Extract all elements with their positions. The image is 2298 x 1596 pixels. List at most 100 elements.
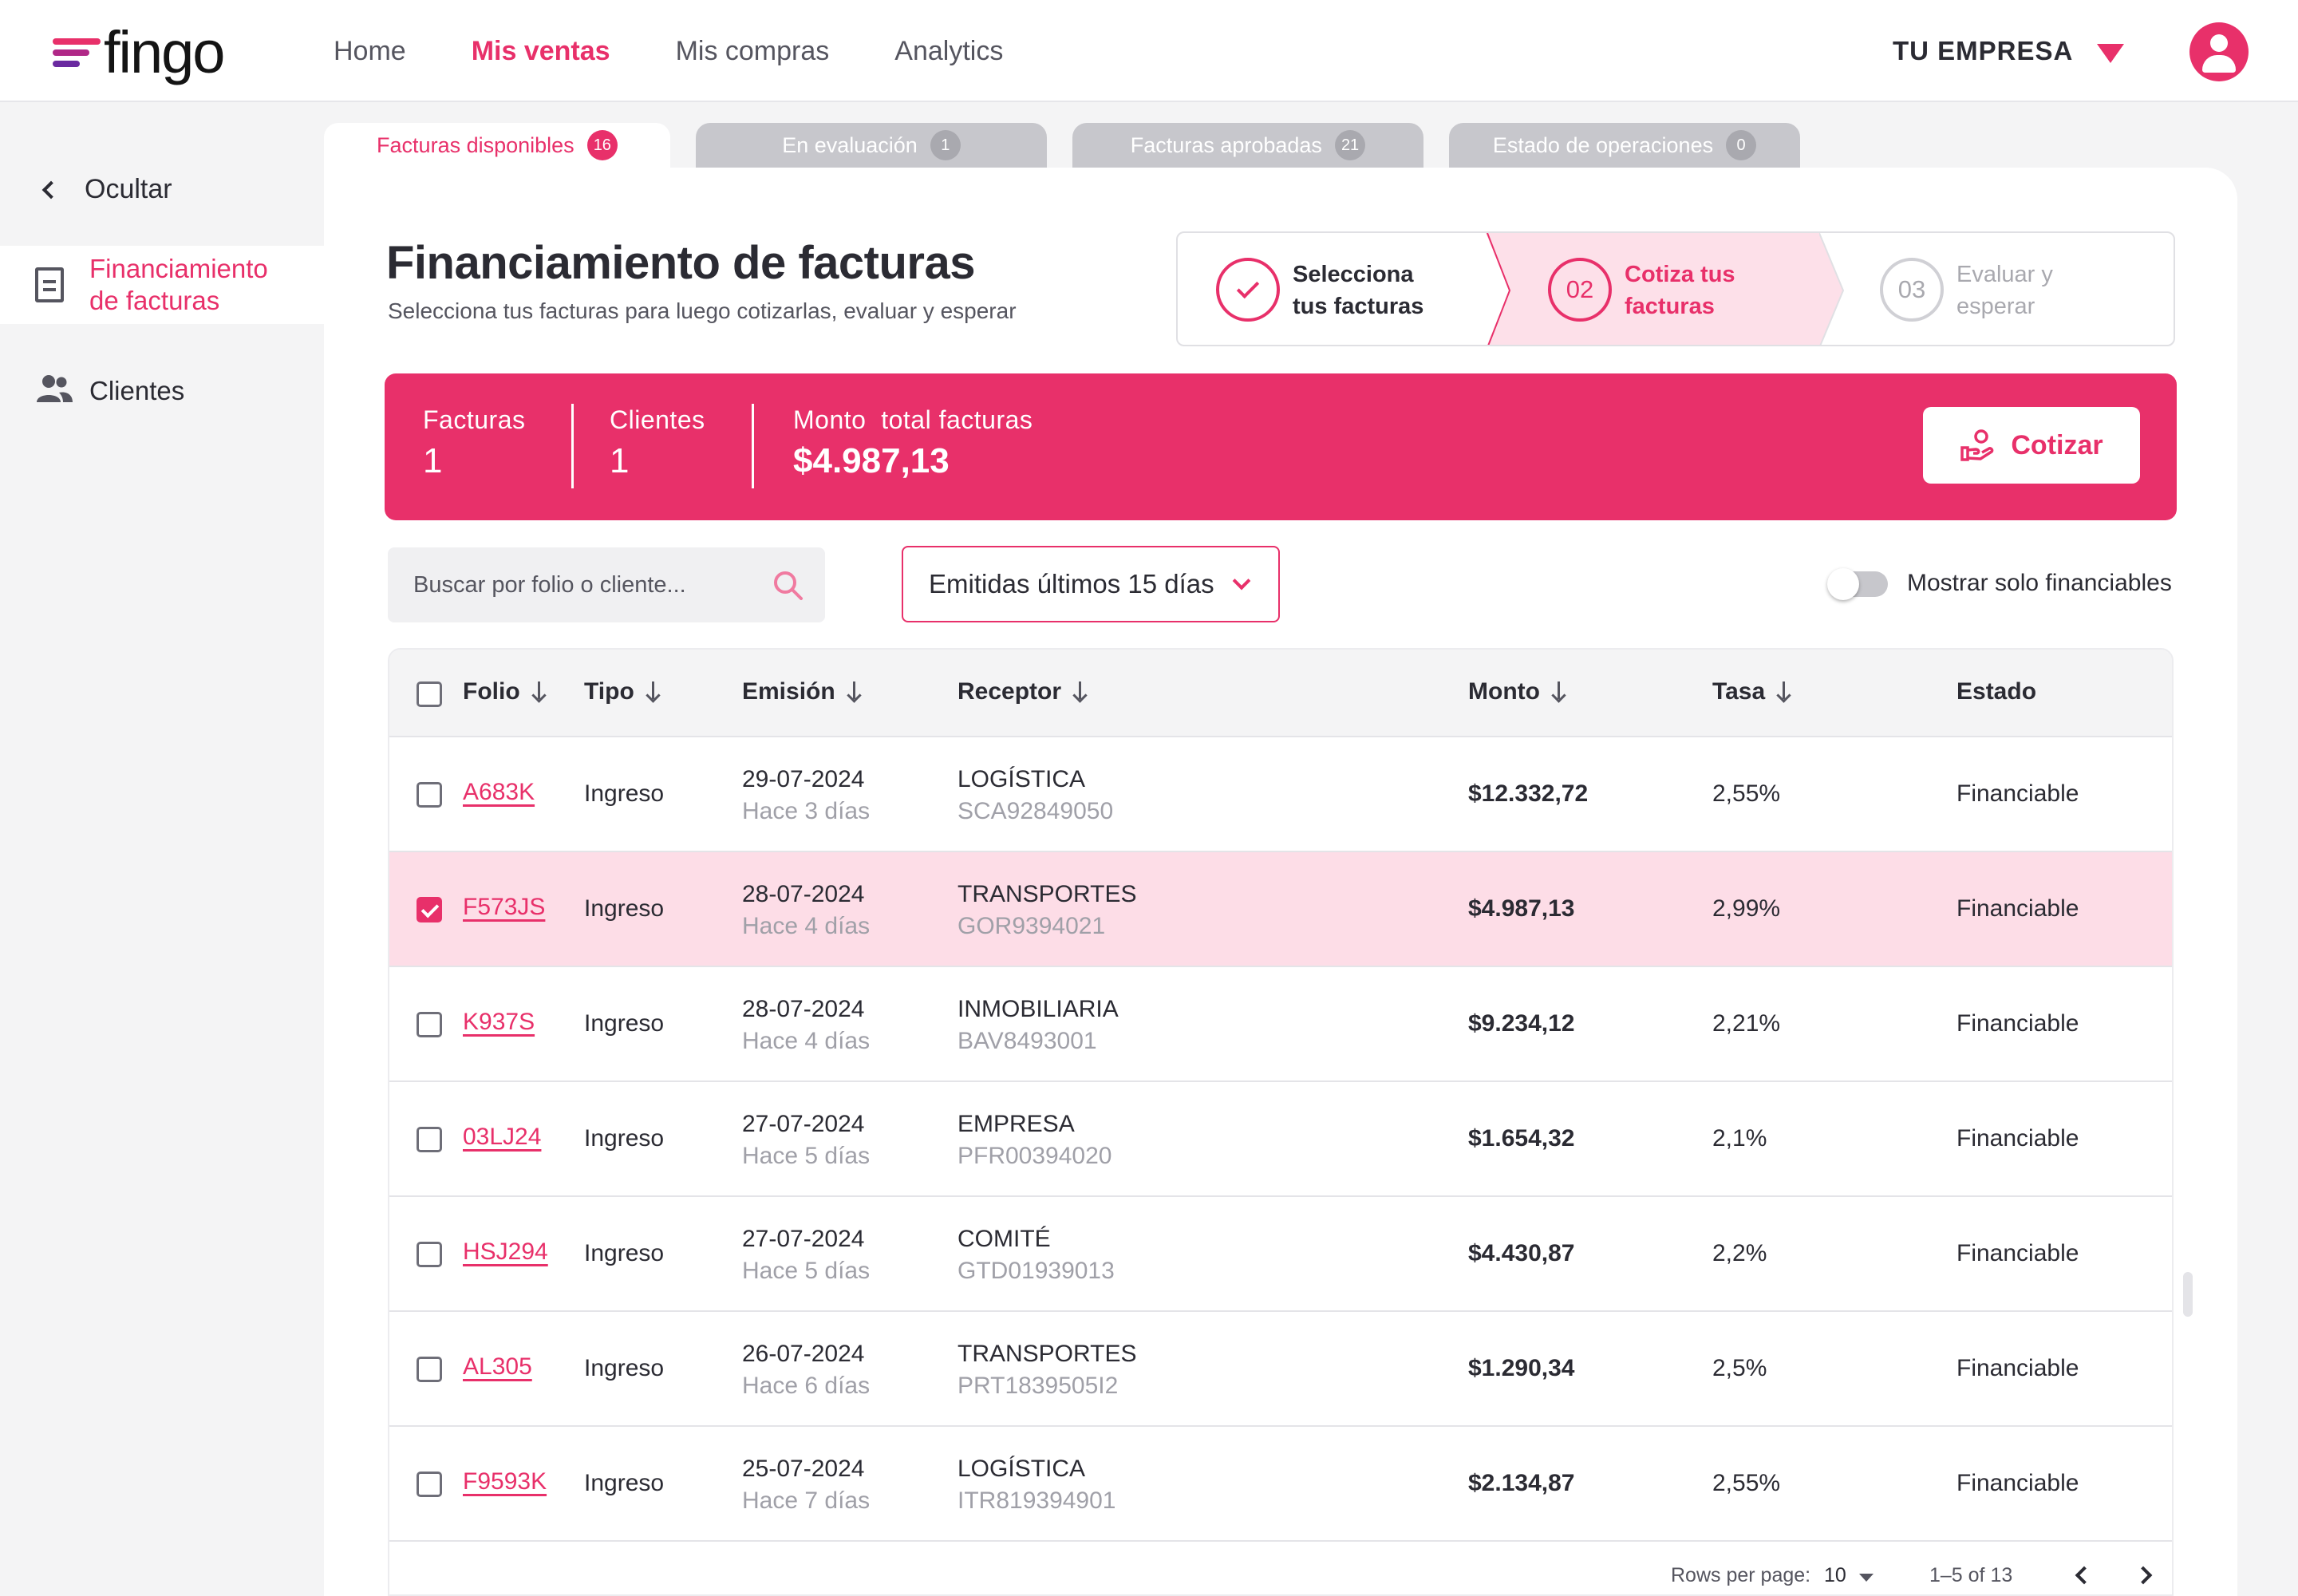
row-checkbox[interactable]	[417, 1242, 442, 1267]
table-row[interactable]: A683K Ingreso 29-07-2024 Hace 3 días LOGÍSTI…	[389, 737, 2172, 852]
nav-home[interactable]: Home	[334, 35, 406, 66]
tipo-cell: Ingreso	[584, 780, 665, 807]
emision-relative: Hace 4 días	[742, 913, 871, 939]
folio-link[interactable]: K937S	[463, 1009, 535, 1035]
receptor-name: TRANSPORTES	[958, 1341, 1137, 1367]
column-emision[interactable]: Emisión	[742, 678, 861, 705]
summary-label: Clientes	[610, 405, 705, 434]
select-all-checkbox[interactable]	[417, 681, 442, 707]
financiables-toggle[interactable]	[1827, 568, 1888, 600]
tab-estado-de-operaciones[interactable]: Estado de operaciones 0	[1449, 123, 1800, 168]
receptor-name: INMOBILIARIA	[958, 996, 1119, 1022]
row-checkbox[interactable]	[417, 1127, 442, 1152]
table-row[interactable]: F573JS Ingreso 28-07-2024 Hace 4 días TRANSP…	[389, 852, 2172, 967]
document-icon	[35, 267, 64, 302]
people-icon	[37, 375, 73, 402]
row-checkbox[interactable]	[417, 782, 442, 808]
folio-link[interactable]: F9593K	[463, 1468, 547, 1495]
company-name: TU EMPRESA	[1893, 36, 2074, 65]
company-selector[interactable]: TU EMPRESA	[1893, 0, 2125, 102]
column-label: Tasa	[1712, 678, 1766, 705]
column-label: Tipo	[584, 678, 634, 705]
step-line: Cotiza tus	[1625, 262, 1735, 287]
sidebar-item-financiamiento[interactable]: Financiamiento de facturas	[0, 246, 324, 324]
table-row[interactable]: F9593K Ingreso 25-07-2024 Hace 7 días LOGÍST…	[389, 1427, 2172, 1542]
folio-link[interactable]: F573JS	[463, 894, 546, 920]
caret-down-icon	[1859, 1574, 1874, 1582]
scrollbar-thumb[interactable]	[2183, 1272, 2193, 1317]
tab-facturas-aprobadas[interactable]: Facturas aprobadas 21	[1072, 123, 1423, 168]
nav-mis-ventas[interactable]: Mis ventas	[471, 35, 610, 66]
tab-facturas-disponibles[interactable]: Facturas disponibles 16	[324, 123, 670, 168]
table-row[interactable]: HSJ294 Ingreso 27-07-2024 Hace 5 días COMITÉ…	[389, 1197, 2172, 1312]
folio-link[interactable]: AL305	[463, 1353, 532, 1380]
monto-cell: $4.987,13	[1468, 895, 1575, 922]
sort-arrow-icon	[647, 681, 660, 702]
column-monto[interactable]: Monto	[1468, 678, 1566, 705]
date-filter-dropdown[interactable]: Emitidas últimos 15 días	[902, 546, 1280, 622]
estado-cell: Financiable	[1956, 1125, 2079, 1152]
folio-link[interactable]: A683K	[463, 779, 535, 805]
search-icon[interactable]	[771, 568, 806, 603]
tab-label: Facturas aprobadas	[1130, 132, 1322, 157]
row-checkbox[interactable]	[417, 897, 442, 922]
receptor-name: COMITÉ	[958, 1226, 1051, 1252]
column-tasa[interactable]: Tasa	[1712, 678, 1791, 705]
fingo-logo[interactable]: fingo	[53, 19, 225, 85]
page-title: Financiamiento de facturas	[386, 237, 975, 289]
step-divider-icon	[1819, 233, 1845, 345]
column-folio[interactable]: Folio	[463, 678, 546, 705]
estado-cell: Financiable	[1956, 1470, 2079, 1496]
tipo-cell: Ingreso	[584, 1240, 665, 1266]
tipo-cell: Ingreso	[584, 1010, 665, 1037]
emision-relative: Hace 4 días	[742, 1028, 871, 1054]
chevron-down-icon	[1232, 571, 1250, 591]
estado-cell: Financiable	[1956, 895, 2079, 922]
step-line: Selecciona	[1293, 262, 1414, 287]
rows-per-page-select[interactable]: 10	[1824, 1564, 1846, 1586]
sort-arrow-icon	[1778, 681, 1791, 702]
sidebar-item-clientes[interactable]: Clientes	[0, 367, 324, 415]
monto-cell: $1.290,34	[1468, 1355, 1575, 1381]
logo-mark-icon	[53, 30, 101, 75]
financiables-toggle-label: Mostrar solo financiables	[1907, 570, 2172, 596]
summary-value: 1	[610, 441, 630, 480]
tasa-cell: 2,55%	[1712, 1470, 1781, 1496]
user-avatar-icon[interactable]	[2189, 22, 2249, 81]
row-checkbox[interactable]	[417, 1472, 442, 1497]
cotizar-button[interactable]: Cotizar	[1923, 407, 2140, 484]
step-line: Evaluar y	[1956, 262, 2053, 287]
progress-stepper: Selecciona tus facturas 02 Cotiza tus fa…	[1176, 231, 2175, 346]
tasa-cell: 2,99%	[1712, 895, 1781, 922]
tab-en-evaluacion[interactable]: En evaluación 1	[696, 123, 1047, 168]
search-input[interactable]	[388, 547, 771, 622]
tasa-cell: 2,1%	[1712, 1125, 1767, 1152]
logo-text: fingo	[104, 19, 225, 85]
table-row[interactable]: AL305 Ingreso 26-07-2024 Hace 6 días TRANSPO…	[389, 1312, 2172, 1427]
column-receptor[interactable]: Receptor	[958, 678, 1087, 705]
column-tipo[interactable]: Tipo	[584, 678, 660, 705]
column-label: Monto	[1468, 678, 1540, 705]
row-checkbox[interactable]	[417, 1357, 442, 1382]
row-checkbox[interactable]	[417, 1012, 442, 1037]
sort-arrow-icon	[1074, 681, 1087, 702]
folio-link[interactable]: 03LJ24	[463, 1124, 542, 1150]
hand-coin-icon	[1960, 429, 1994, 461]
step-number: 02	[1548, 258, 1612, 322]
emision-date: 29-07-2024	[742, 766, 865, 792]
emision-date: 28-07-2024	[742, 881, 865, 907]
previous-page-icon[interactable]	[2075, 1566, 2094, 1585]
chevron-left-icon	[41, 180, 61, 199]
hide-sidebar-button[interactable]: Ocultar	[40, 174, 172, 205]
summary-monto: Monto total facturas $4.987,13	[793, 405, 1033, 481]
table-row[interactable]: K937S Ingreso 28-07-2024 Hace 4 días INMOBIL…	[389, 967, 2172, 1082]
nav-mis-compras[interactable]: Mis compras	[675, 35, 830, 66]
next-page-icon[interactable]	[2134, 1566, 2153, 1585]
table-row[interactable]: 03LJ24 Ingreso 27-07-2024 Hace 5 días EMPRES…	[389, 1082, 2172, 1197]
step-line: esperar	[1956, 294, 2035, 319]
column-label: Receptor	[958, 678, 1062, 705]
folio-link[interactable]: HSJ294	[463, 1238, 548, 1265]
nav-analytics[interactable]: Analytics	[894, 35, 1004, 66]
tasa-cell: 2,2%	[1712, 1240, 1767, 1266]
receptor-name: LOGÍSTICA	[958, 766, 1086, 792]
